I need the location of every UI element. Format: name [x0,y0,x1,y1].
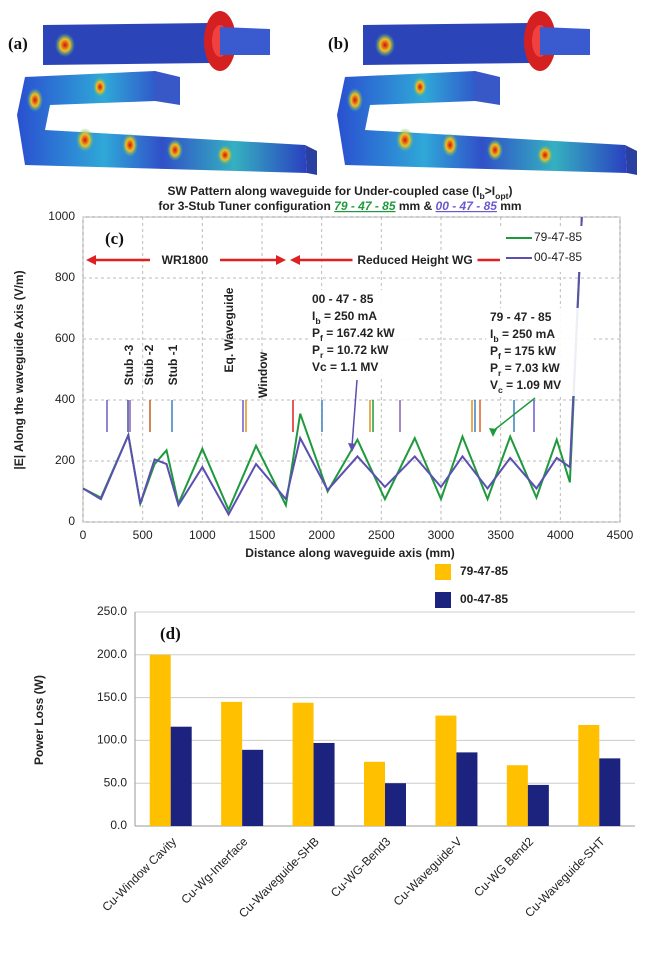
y-tick-label: 400 [55,392,75,406]
legend-label: 00-47-85 [534,250,582,264]
chart-title: for 3-Stub Tuner configuration 79 - 47 -… [158,199,521,213]
x-tick-label: Cu-Window Cavity [99,834,179,914]
text-part: = 1.09 MV [503,378,561,392]
y-tick-label: 1000 [48,209,75,223]
x-tick-label: Cu-WG Bend2 [471,834,536,899]
y-tick-label: 150.0 [97,690,127,704]
text-part: for 3-Stub Tuner configuration [158,199,334,213]
bar [528,785,549,826]
text-part: mm [497,199,522,213]
x-tick-label: 3000 [428,528,455,542]
y-tick-label: 800 [55,270,75,284]
bar [578,725,599,826]
x-tick-label: 1000 [189,528,216,542]
x-tick-label: Cu-WG-Bend3 [328,834,394,900]
bar [150,655,171,826]
bar [456,752,477,826]
x-tick-label: 0 [80,528,87,542]
bar [314,743,335,826]
component-label: Eq. Waveguide [222,287,236,372]
x-tick-label: 2000 [308,528,335,542]
y-tick-label: 200.0 [97,647,127,661]
text-part: P [312,326,320,340]
region-label: WR1800 [162,253,209,267]
panel-label: (a) [8,34,28,53]
bar [242,750,263,826]
arrow-head [86,255,96,265]
y-tick-label: 600 [55,331,75,345]
x-axis-label: Distance along waveguide axis (mm) [245,546,454,560]
simulation-image-a [17,11,317,175]
x-tick-label: Cu-Waveguide-SHT [522,834,608,920]
note-line: 00 - 47 - 85 [312,292,374,306]
text-part: P [490,344,498,358]
arrow-head [290,255,300,265]
legend-swatch [435,564,451,580]
panel-label: (d) [160,624,181,643]
x-tick-label: Cu-Waveguide-SHB [236,834,322,920]
bar [221,702,242,826]
text-part: 00 - 47 - 85 [436,199,498,213]
bar [171,727,192,826]
component-label: Stub -2 [142,344,156,385]
x-tick-label: Cu-Wg-Interface [178,834,250,906]
text-part: = 175 kW [501,344,557,358]
text-part: = 250 mA [321,309,378,323]
arrow-head [348,443,356,452]
bar [385,783,406,826]
y-tick-label: 50.0 [104,775,128,789]
bar [364,762,385,826]
figure: (a) (b) SW Pattern along waveguide for U… [0,0,649,964]
legend-swatch [435,592,451,608]
text-part: = 10.72 kW [323,343,389,357]
y-tick-label: 0 [68,514,75,528]
x-tick-label: 4500 [607,528,634,542]
y-axis-label: Power Loss (W) [32,675,46,765]
panel-label: (c) [105,229,124,248]
arrow-head [489,428,497,437]
text-part: V [490,378,498,392]
y-tick-label: 100.0 [97,733,127,747]
text-part: P [490,361,498,375]
text-part: >I [485,184,495,198]
x-tick-label: 1500 [249,528,276,542]
x-tick-label: 3500 [487,528,514,542]
legend-label: 79-47-85 [460,564,508,578]
simulation-image-b [337,11,637,175]
legend-label: 79-47-85 [534,230,582,244]
y-tick-label: 200 [55,453,75,467]
component-label: Stub -1 [166,344,180,385]
x-tick-label: 4000 [547,528,574,542]
arrow-head [276,255,286,265]
bar [507,765,528,826]
text-part: = 167.42 kW [323,326,395,340]
region-label: Reduced Height WG [357,253,472,267]
x-tick-label: 500 [133,528,153,542]
page: {"figure_labels": ["(a)", "(b)"], "chart… [0,0,649,964]
panel-label: (b) [328,34,349,53]
component-label: Stub -3 [122,344,136,385]
x-tick-label: Cu-Waveguide-V [391,834,465,908]
component-label: Window [256,351,270,398]
y-tick-label: 250.0 [97,604,127,618]
x-tick-label: 2500 [368,528,395,542]
text-part: P [312,343,320,357]
text-part: = 7.03 kW [501,361,560,375]
note-arrow [352,380,357,446]
text-part: = 250 mA [499,327,556,341]
text-part: mm & [396,199,436,213]
text-part: SW Pattern along waveguide for Under-cou… [167,184,479,198]
legend-label: 00-47-85 [460,592,508,606]
y-axis-label: |E| Along the waveguide Axis (V/m) [12,270,26,469]
bar [435,716,456,826]
bar [293,703,314,826]
y-tick-label: 0.0 [110,818,127,832]
text-part: ) [509,184,513,198]
text-part: 79 - 47 - 85 [334,199,396,213]
bar [599,758,620,826]
note-line: 79 - 47 - 85 [490,310,552,324]
note-line: Vc = 1.1 MV [312,360,378,374]
